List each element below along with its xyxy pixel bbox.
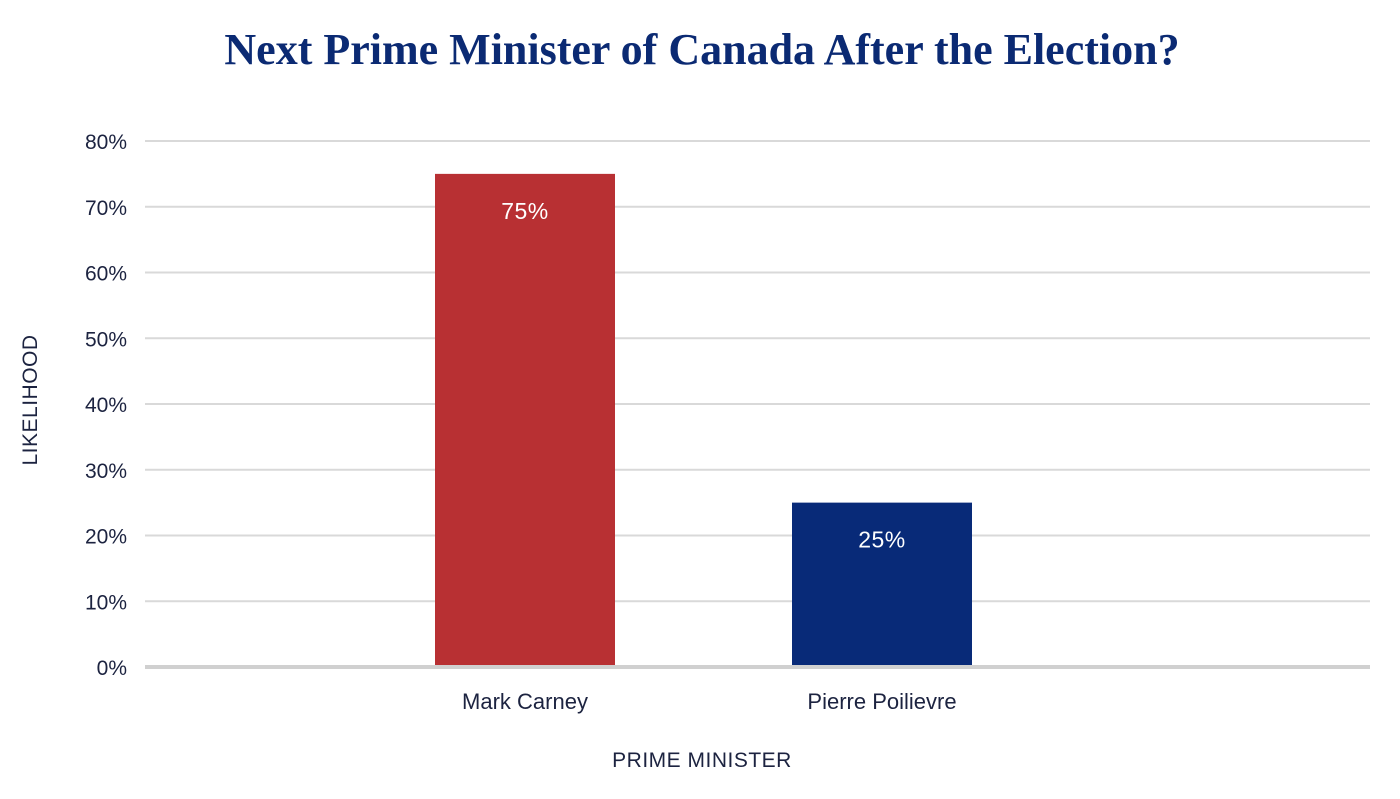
x-tick-label: Mark Carney: [462, 689, 588, 714]
bar: [435, 173, 615, 665]
data-label: 75%: [501, 198, 549, 224]
bars: [435, 173, 972, 665]
y-tick-label: 30%: [85, 460, 127, 483]
y-tick-label: 10%: [85, 591, 127, 614]
gridlines: [145, 140, 1370, 669]
data-labels: 75% 25%: [501, 198, 906, 553]
y-tick-label: 70%: [85, 197, 127, 220]
data-label: 25%: [858, 527, 906, 553]
y-axis-ticks: 0% 10% 20% 30% 40% 50% 60% 70% 80%: [85, 131, 127, 680]
y-tick-label: 20%: [85, 526, 127, 549]
y-tick-label: 60%: [85, 263, 127, 286]
y-tick-label: 50%: [85, 328, 127, 351]
y-tick-label: 40%: [85, 394, 127, 417]
y-axis-title: LIKELIHOOD: [19, 334, 42, 465]
x-tick-label: Pierre Poilievre: [807, 689, 956, 714]
y-tick-label: 0%: [97, 657, 127, 680]
chart-title: Next Prime Minister of Canada After the …: [224, 25, 1179, 74]
x-axis-title: PRIME MINISTER: [612, 749, 792, 772]
y-tick-label: 80%: [85, 131, 127, 154]
bar: [792, 502, 972, 665]
x-axis-ticks: Mark Carney Pierre Poilievre: [462, 689, 957, 714]
